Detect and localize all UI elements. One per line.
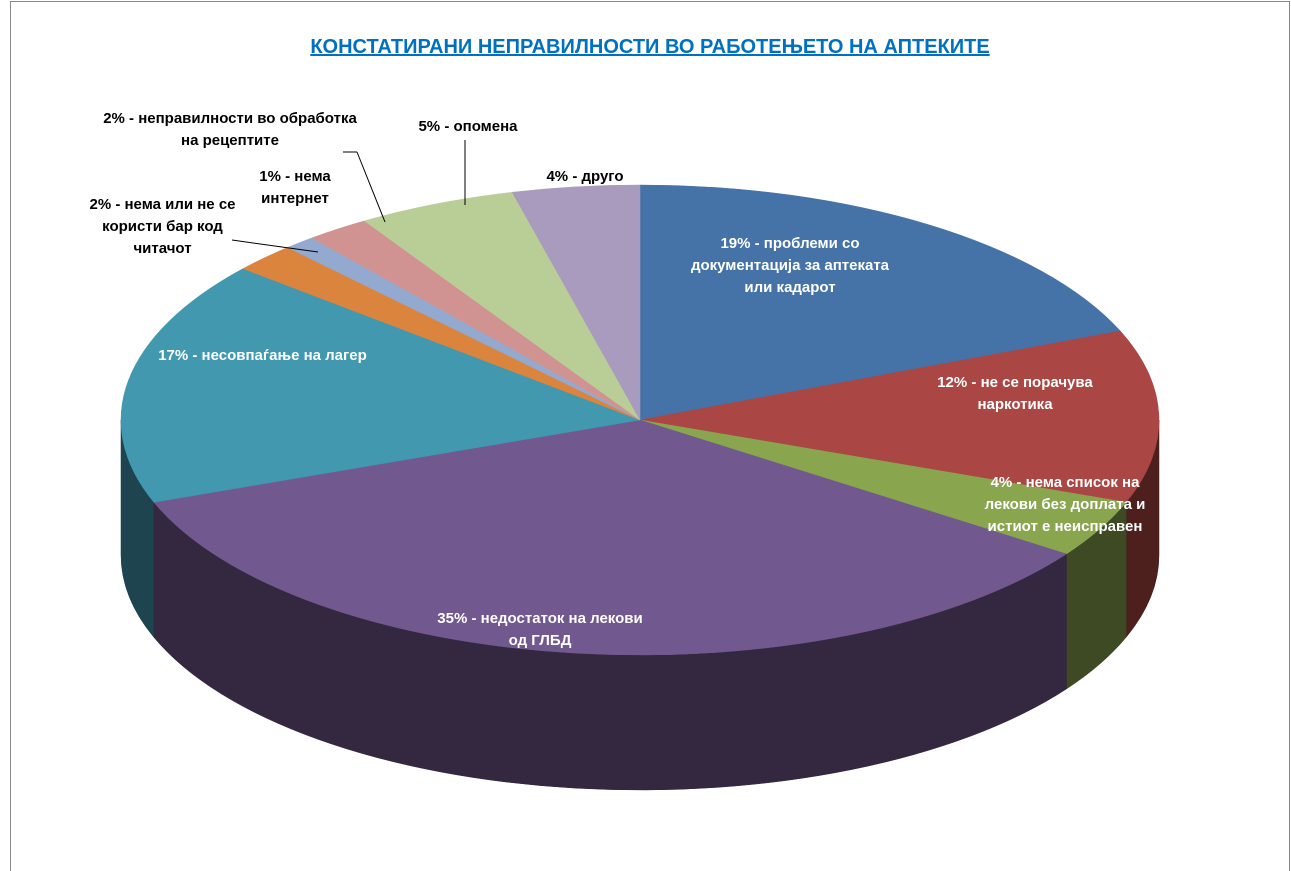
data-label: 4% - нема список на лекови без доплата и… <box>984 474 1146 535</box>
leader-line <box>231 239 319 253</box>
slice <box>639 330 1160 503</box>
data-label: 35% - недостаток на лекови од ГЛБД <box>437 610 643 649</box>
data-label: 4% - друго <box>546 168 624 185</box>
data-label: 17% - несовпаѓање на лагер <box>158 347 367 364</box>
chart-border <box>10 1 1290 871</box>
slice <box>120 268 641 503</box>
data-label: 19% - проблеми со документација за аптек… <box>690 235 890 296</box>
slice <box>639 184 1121 421</box>
slice <box>363 191 641 421</box>
chart-title: КОНСТАТИРАНИ НЕПРАВИЛНОСТИ ВО РАБОТЕЊЕТО… <box>310 36 990 58</box>
data-label: 1% - нема интернет <box>259 168 331 207</box>
data-label: 12% - не се порачува наркотика <box>937 374 1093 413</box>
slice <box>153 419 1068 656</box>
slice <box>511 184 641 421</box>
data-label: 2% - неправилности во обработка на рецеп… <box>103 110 357 149</box>
data-label: 5% - опомена <box>418 118 518 135</box>
data-label: 2% - нема или не се користи бар код чита… <box>89 196 236 257</box>
leader-line <box>356 151 386 223</box>
